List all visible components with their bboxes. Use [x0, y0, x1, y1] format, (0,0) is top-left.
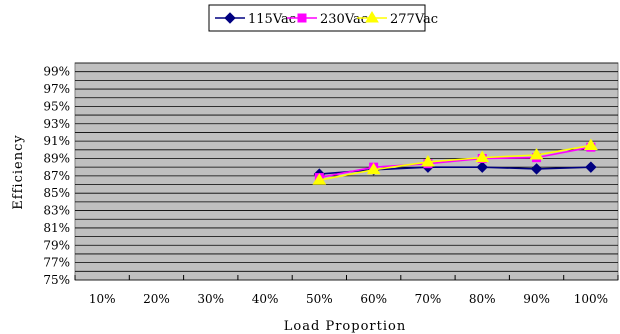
series-line: [319, 166, 591, 175]
legend-label: 115Vac: [248, 12, 296, 27]
series-layer: [312, 138, 598, 185]
x-axis-tick-labels: 10% 20% 30% 40% 50% 60% 70% 80% 90% 100%: [89, 292, 608, 306]
y-tick-label: 75%: [43, 273, 70, 287]
y-tick-label: 77%: [43, 256, 70, 270]
y-tick-label: 91%: [43, 134, 70, 148]
x-axis-ticks: [74, 275, 619, 280]
legend-item: 277Vac: [357, 11, 438, 27]
data-point: [529, 148, 544, 160]
x-tick-label: 20%: [143, 292, 170, 306]
legend-item: 230Vac: [287, 12, 368, 27]
y-tick-label: 85%: [43, 186, 70, 200]
data-point: [476, 161, 488, 173]
y-tick-label: 89%: [43, 151, 70, 165]
x-tick-label: 40%: [252, 292, 279, 306]
x-tick-label: 50%: [306, 292, 333, 306]
series-line: [319, 144, 591, 181]
x-tick-label: 100%: [574, 292, 608, 306]
legend-marker: [224, 12, 236, 24]
data-point: [585, 161, 597, 173]
y-tick-label: 81%: [43, 221, 70, 235]
x-axis-label: Load Proportion: [284, 319, 406, 334]
x-tick-label: 80%: [469, 292, 496, 306]
x-tick-label: 60%: [360, 292, 387, 306]
legend-marker: [365, 11, 379, 23]
legend-label: 230Vac: [320, 12, 368, 27]
data-point: [366, 162, 381, 175]
legend-item: 115Vac: [215, 12, 296, 27]
y-tick-label: 83%: [43, 204, 70, 218]
y-axis-label: Efficiency: [11, 134, 26, 209]
legend: 115Vac 230Vac 277Vac: [208, 4, 438, 32]
y-tick-label: 93%: [43, 117, 70, 131]
y-tick-label: 79%: [43, 238, 70, 252]
data-point: [475, 150, 490, 163]
y-tick-label: 99%: [43, 65, 70, 79]
x-tick-label: 70%: [415, 292, 442, 306]
x-tick-label: 10%: [89, 292, 116, 306]
data-point: [421, 154, 435, 167]
y-tick-label: 87%: [43, 169, 70, 183]
data-point: [583, 138, 598, 150]
y-tick-label: 95%: [43, 99, 70, 113]
legend-marker: [297, 13, 307, 23]
y-tick-label: 97%: [43, 82, 70, 96]
y-axis-tick-labels: 75% 77% 79% 81% 83% 85% 87% 89% 91% 93% 95% 97% 99%: [43, 65, 70, 287]
series-277vac: [312, 138, 598, 185]
x-tick-label: 30%: [197, 292, 224, 306]
data-point: [530, 163, 543, 175]
x-tick-label: 90%: [523, 292, 550, 306]
series-line: [319, 146, 592, 179]
legend-label: 277Vac: [390, 12, 438, 27]
data-point: [312, 173, 327, 185]
